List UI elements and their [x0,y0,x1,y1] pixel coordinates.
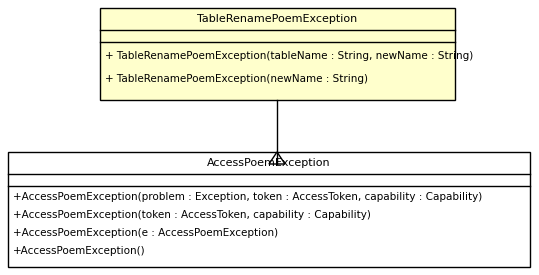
Polygon shape [269,152,285,164]
Text: +AccessPoemException(problem : Exception, token : AccessToken, capability : Capa: +AccessPoemException(problem : Exception… [13,192,482,202]
Bar [8,152,530,267]
Text: +AccessPoemException(e : AccessPoemException): +AccessPoemException(e : AccessPoemExcep… [13,228,278,238]
Text: +AccessPoemException(token : AccessToken, capability : Capability): +AccessPoemException(token : AccessToken… [13,210,371,220]
Text: +AccessPoemException(): +AccessPoemException() [13,246,146,256]
Text: + TableRenamePoemException(tableName : String, newName : String): + TableRenamePoemException(tableName : S… [105,51,473,61]
Text: TableRenamePoemException: TableRenamePoemException [197,14,357,24]
Text: + TableRenamePoemException(newName : String): + TableRenamePoemException(newName : Str… [105,74,368,84]
Text: AccessPoemException: AccessPoemException [207,158,331,168]
Bar [100,8,455,100]
